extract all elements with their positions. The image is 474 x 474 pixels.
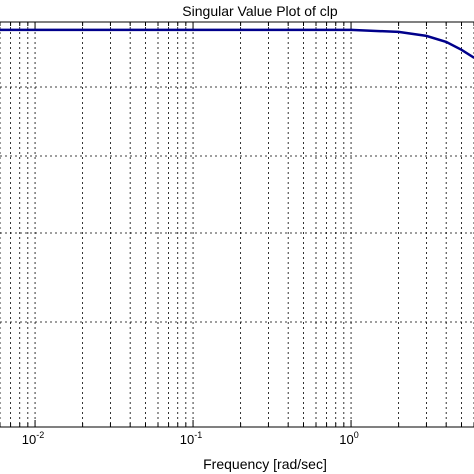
grid-lines xyxy=(0,22,474,427)
series-line-1 xyxy=(0,28,474,59)
x-tick-label: 100 xyxy=(339,430,358,447)
plot-frame xyxy=(0,21,474,428)
x-tick-labels: 10-2 10-1 100 xyxy=(22,430,359,447)
x-tick-label: 10-1 xyxy=(180,430,202,447)
x-tick-label: 10-2 xyxy=(22,430,44,447)
x-axis-label: Frequency [rad/sec] xyxy=(203,456,327,472)
chart-title: Singular Value Plot of clp xyxy=(182,3,338,19)
series-lines xyxy=(0,28,474,59)
